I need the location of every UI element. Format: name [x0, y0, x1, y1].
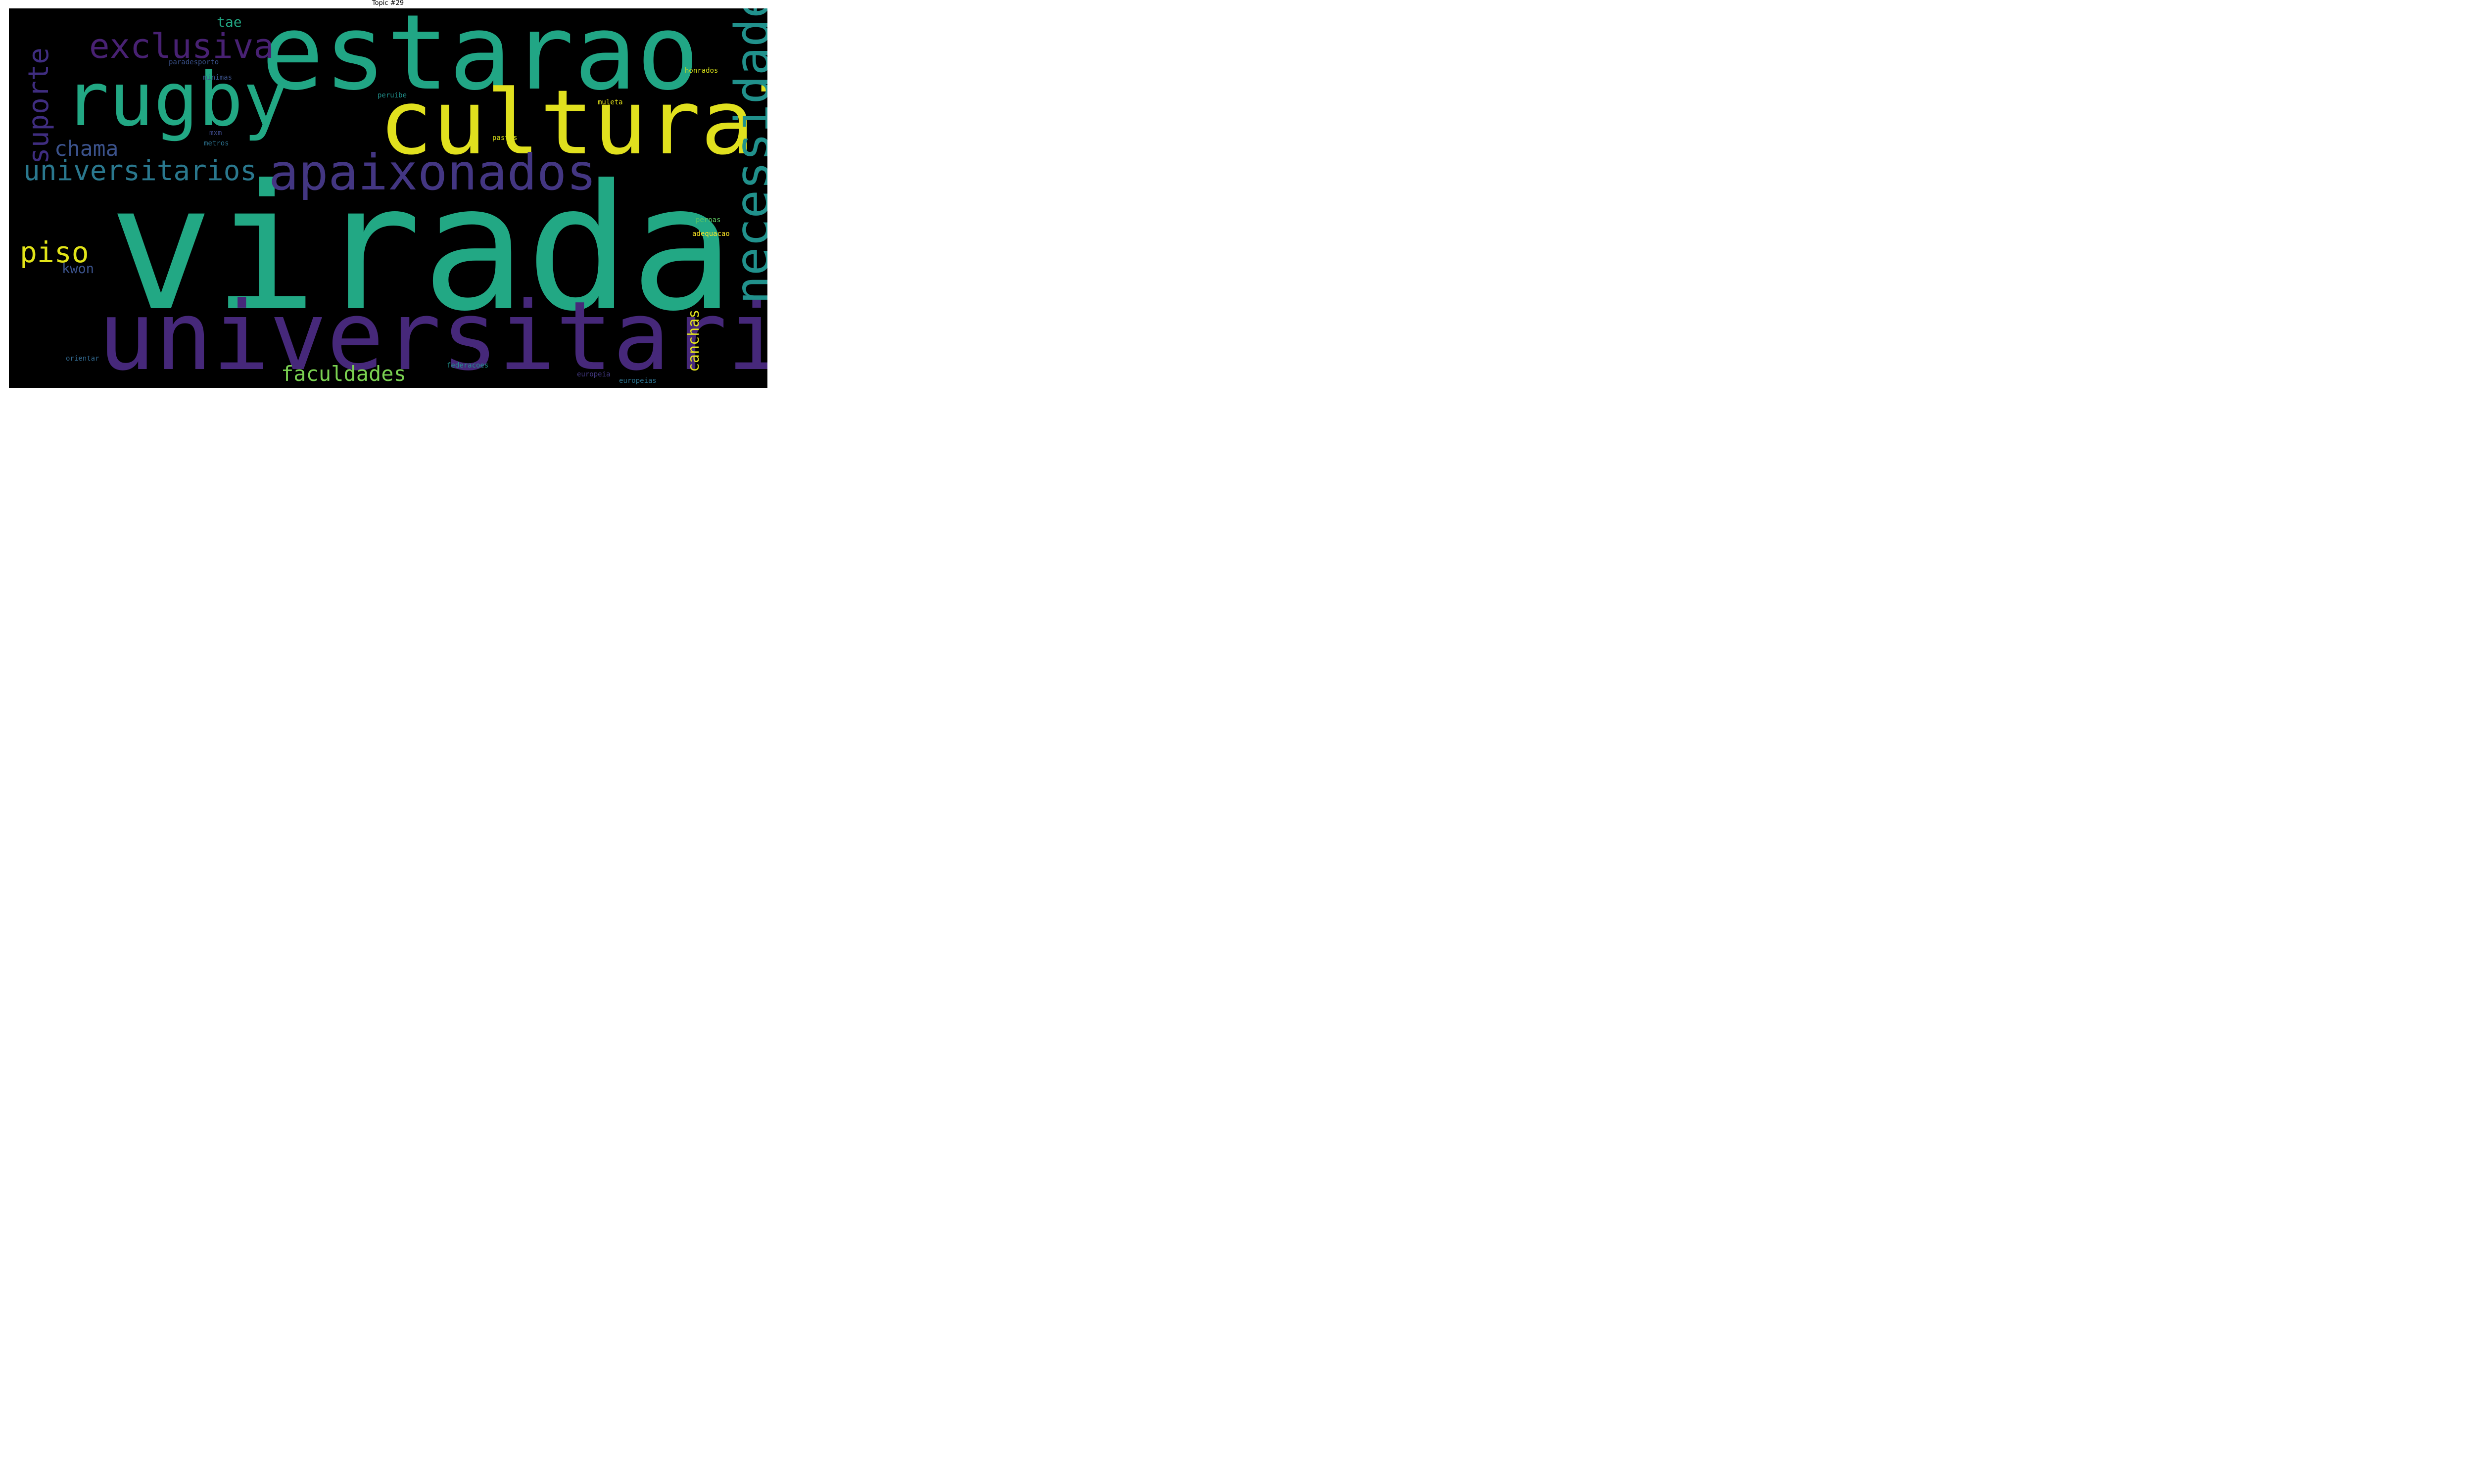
word-piso: piso — [20, 235, 89, 269]
word-adequacao: adequacao — [692, 230, 730, 238]
word-cultural: cultural — [379, 71, 767, 175]
word-peruibe: peruibe — [378, 92, 407, 99]
word-metros: metros — [204, 139, 229, 147]
word-necessidades: necessidades — [725, 8, 767, 304]
word-mxm: mxm — [209, 129, 222, 137]
chart-title: Topic #29 — [372, 0, 404, 7]
word-cloud: virada estarao universitaria rugby cultu… — [9, 8, 767, 388]
word-estarao: estarao — [261, 8, 700, 113]
word-honrados: honrados — [685, 67, 718, 75]
word-kwon: kwon — [62, 261, 95, 277]
word-paradesporto: paradesporto — [169, 58, 219, 66]
word-tae: tae — [217, 14, 242, 30]
word-minimas: minimas — [203, 74, 233, 82]
word-exclusiva: exclusiva — [89, 27, 274, 66]
word-universitaria: universitaria — [98, 281, 767, 388]
word-faculdades: faculdades — [281, 362, 406, 386]
word-suporte: suporte — [23, 47, 55, 164]
word-rugby: rugby — [64, 57, 288, 143]
word-universitarios: universitarios — [23, 155, 257, 187]
word-canchas: canchas — [685, 309, 703, 372]
word-chama: chama — [54, 137, 119, 161]
word-europeias: europeias — [619, 377, 657, 385]
word-pernas: pernas — [696, 216, 721, 224]
word-apaixonados: apaixonados — [269, 143, 597, 201]
word-orientar: orientar — [66, 355, 99, 363]
word-federacoes: federacoes — [447, 362, 489, 370]
word-muleta: muleta — [598, 98, 623, 106]
word-europeia: europeia — [577, 371, 611, 378]
word-virada: virada — [109, 147, 735, 349]
word-pastas: pastas — [492, 134, 518, 142]
